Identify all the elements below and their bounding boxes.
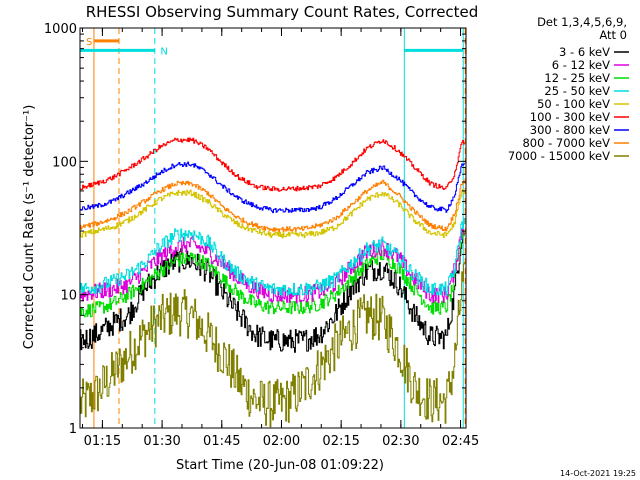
y-tick-label: 10	[60, 289, 77, 304]
legend-entry-label: 300 - 800 keV	[530, 123, 610, 137]
x-tick-label: 02:30	[382, 434, 419, 449]
series-line-3	[80, 217, 465, 297]
plot-frame	[79, 27, 467, 429]
y-tick-label: 1000	[44, 22, 77, 37]
series-line-4	[80, 189, 465, 239]
x-tick-label: 02:45	[442, 434, 479, 449]
chart-title: RHESSI Observing Summary Count Rates, Co…	[86, 3, 479, 21]
series-line-6	[80, 161, 465, 214]
x-tick-label: 02:00	[263, 434, 300, 449]
legend-entry-label: 800 - 7000 keV	[522, 136, 610, 150]
x-tick-label: 01:15	[84, 434, 121, 449]
series-line-5	[80, 137, 465, 192]
flag-bars: SN	[80, 37, 464, 57]
y-axis-label: Corrected Count Rate (s⁻¹ detector⁻¹)	[22, 105, 37, 350]
flag-label-N: N	[160, 46, 167, 57]
series-line-7	[80, 179, 465, 232]
legend-entry-label: 25 - 50 keV	[544, 84, 610, 98]
axis-ticks: 1 10 100 1000 01:15 01:30 01:45 02:00 02:15 02:30…	[44, 22, 479, 449]
legend-entry-label: 100 - 300 keV	[530, 110, 610, 124]
legend-entry-label: 6 - 12 keV	[552, 58, 610, 72]
legend-entry-label: 7000 - 15000 keV	[508, 149, 610, 163]
footer-timestamp: 14-Oct-2021 19:25	[560, 469, 636, 478]
x-tick-label: 01:30	[143, 434, 180, 449]
flag-label-S: S	[86, 37, 92, 48]
legend-entry-label: 12 - 25 keV	[544, 71, 610, 85]
legend-header-line1: Det 1,3,4,5,6,9,	[537, 15, 627, 29]
series-lines	[80, 137, 465, 428]
series-line-1	[80, 228, 465, 304]
series-line-8	[80, 261, 465, 428]
legend-entry-label: 3 - 6 keV	[559, 45, 610, 59]
x-axis-label: Start Time (20-Jun-08 01:09:22)	[176, 458, 384, 473]
x-tick-label: 01:45	[203, 434, 240, 449]
y-tick-label: 1	[69, 422, 77, 437]
legend-entry-label: 50 - 100 keV	[537, 97, 610, 111]
x-tick-label: 02:15	[322, 434, 359, 449]
legend-header-line2: Att 0	[599, 28, 627, 42]
y-tick-label: 100	[52, 155, 77, 170]
